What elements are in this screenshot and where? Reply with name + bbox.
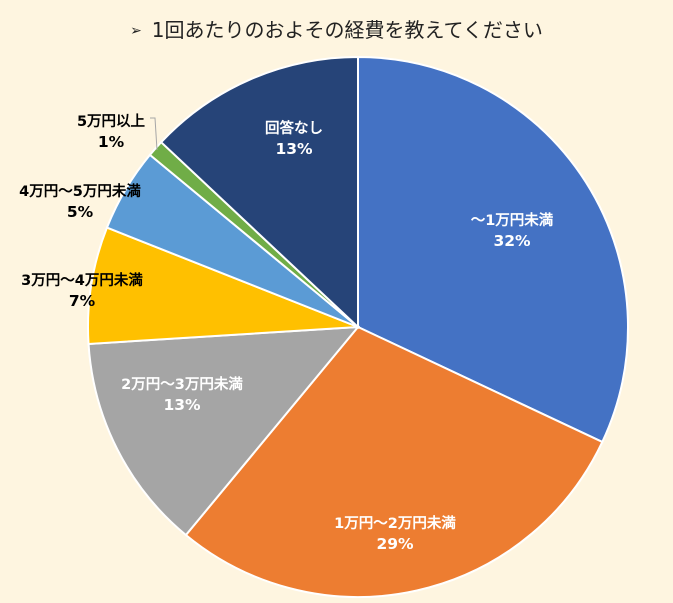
- slice-value-6: 1%: [98, 133, 125, 151]
- slice-label-7: 回答なし: [265, 119, 323, 137]
- chart-title: ➢ 1回あたりのおよその経費を教えてください: [0, 14, 673, 43]
- pie-slices: [87, 55, 629, 598]
- chart-title-text: 1回あたりのおよその経費を教えてください: [151, 18, 543, 42]
- pie-slice-2: [184, 325, 604, 598]
- slice-label-2: 1万円～2万円未満: [334, 514, 456, 532]
- pie-slice-1: [357, 55, 629, 444]
- slice-value-2: 29%: [376, 535, 414, 553]
- slice-value-5: 5%: [67, 203, 94, 221]
- pie-slice-3: [87, 325, 361, 537]
- arrow-bullet-icon: ➢: [130, 23, 142, 39]
- slice-value-1: 32%: [493, 232, 531, 250]
- slice-value-7: 13%: [275, 140, 313, 158]
- slice-label-1: ～1万円未満: [471, 211, 554, 229]
- slice-label-6: 5万円以上: [77, 113, 146, 130]
- slice-label-5: 4万円～5万円未満: [19, 182, 141, 200]
- pie-slice-4: [87, 226, 359, 346]
- slice-label-4: 3万円～4万円未満: [21, 271, 143, 289]
- pie-labels: ～1万円未満 32% 1万円～2万円未満 29% 2万円～3万円未満 13% 3万円～4万円…: [19, 113, 554, 553]
- slice-label-3: 2万円～3万円未満: [121, 375, 243, 393]
- pie-slice-7: [159, 55, 359, 330]
- leader-line-6: [150, 117, 158, 151]
- slice-value-4: 7%: [69, 292, 96, 310]
- slice-value-3: 13%: [163, 396, 201, 414]
